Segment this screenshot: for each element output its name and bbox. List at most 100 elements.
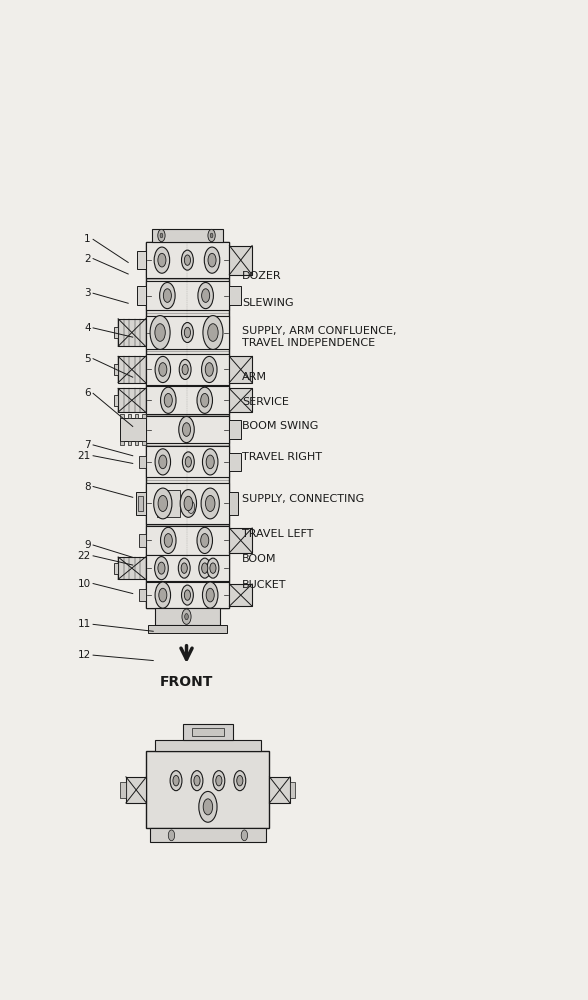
Circle shape <box>182 250 193 270</box>
Bar <box>229 420 240 439</box>
Bar <box>139 589 145 601</box>
Text: 7: 7 <box>84 440 91 450</box>
Bar <box>229 356 252 383</box>
Text: 10: 10 <box>78 579 91 589</box>
Circle shape <box>155 557 168 580</box>
Circle shape <box>210 563 216 573</box>
Bar <box>138 496 143 511</box>
Text: BOOM SWING: BOOM SWING <box>242 421 319 431</box>
Bar <box>145 446 229 477</box>
Circle shape <box>173 775 179 786</box>
Bar <box>155 608 220 625</box>
Text: SUPPLY, ARM CONFLUENCE,
TRAVEL INDEPENDENCE: SUPPLY, ARM CONFLUENCE, TRAVEL INDEPENDE… <box>242 326 397 348</box>
Bar <box>229 286 240 305</box>
Text: TRAVEL RIGHT: TRAVEL RIGHT <box>242 452 322 462</box>
Bar <box>113 395 118 406</box>
Circle shape <box>178 558 190 578</box>
Bar <box>135 441 138 445</box>
Circle shape <box>155 356 171 383</box>
Circle shape <box>206 588 214 602</box>
Bar <box>229 246 252 275</box>
Circle shape <box>182 423 191 436</box>
Circle shape <box>161 387 176 413</box>
Bar <box>121 418 145 441</box>
Bar <box>135 414 138 418</box>
Circle shape <box>182 452 194 472</box>
Bar <box>152 229 222 242</box>
Bar <box>145 386 229 414</box>
Text: 3: 3 <box>84 288 91 298</box>
Bar <box>121 782 126 798</box>
Circle shape <box>153 488 172 519</box>
Circle shape <box>194 775 200 786</box>
Circle shape <box>180 490 196 517</box>
Circle shape <box>164 534 172 547</box>
Circle shape <box>182 609 191 624</box>
Text: TRAVEL LEFT: TRAVEL LEFT <box>242 529 313 539</box>
Circle shape <box>234 771 246 791</box>
Bar <box>139 456 145 468</box>
Bar <box>290 782 295 798</box>
Bar <box>137 251 145 269</box>
Circle shape <box>201 534 209 547</box>
Circle shape <box>181 563 188 573</box>
Circle shape <box>182 323 193 343</box>
Circle shape <box>168 830 175 841</box>
Bar <box>118 356 145 383</box>
Circle shape <box>211 233 213 238</box>
Bar <box>113 563 118 574</box>
Text: 11: 11 <box>78 619 91 629</box>
Circle shape <box>161 527 176 554</box>
Text: SLEWING: SLEWING <box>242 298 294 308</box>
Bar <box>118 319 145 346</box>
Circle shape <box>205 495 215 511</box>
Text: FRONT: FRONT <box>160 675 213 689</box>
Text: BUCKET: BUCKET <box>242 580 286 590</box>
Circle shape <box>185 590 191 600</box>
Circle shape <box>202 356 217 383</box>
Circle shape <box>188 501 195 513</box>
Text: 2: 2 <box>84 254 91 264</box>
Circle shape <box>158 253 166 267</box>
Circle shape <box>198 282 213 309</box>
Bar <box>229 528 252 553</box>
Bar <box>142 414 146 418</box>
Text: DOZER: DOZER <box>242 271 282 281</box>
Text: SUPPLY, CONNECTING: SUPPLY, CONNECTING <box>242 494 365 504</box>
Circle shape <box>201 393 209 407</box>
Bar <box>121 441 124 445</box>
Text: 22: 22 <box>78 551 91 561</box>
Text: 21: 21 <box>78 451 91 461</box>
Circle shape <box>203 799 213 815</box>
Bar <box>128 414 131 418</box>
Circle shape <box>155 582 171 608</box>
Circle shape <box>185 255 191 265</box>
Circle shape <box>204 247 220 273</box>
Circle shape <box>182 585 193 605</box>
Bar <box>126 777 146 803</box>
Bar <box>150 828 266 842</box>
Circle shape <box>207 558 219 578</box>
Circle shape <box>179 416 194 443</box>
Bar <box>148 625 227 633</box>
Bar <box>136 492 145 515</box>
Circle shape <box>184 496 193 511</box>
Circle shape <box>185 614 188 620</box>
Text: 9: 9 <box>84 540 91 550</box>
Bar <box>229 584 252 606</box>
Text: ARM: ARM <box>242 372 267 382</box>
Bar <box>145 526 229 555</box>
Bar <box>118 557 145 579</box>
Circle shape <box>216 775 222 786</box>
Circle shape <box>213 771 225 791</box>
Bar <box>269 777 290 803</box>
Bar <box>145 316 229 349</box>
Bar <box>145 555 229 581</box>
Circle shape <box>197 527 212 554</box>
Bar <box>145 281 229 310</box>
Circle shape <box>202 563 208 573</box>
Bar <box>145 483 229 524</box>
Circle shape <box>185 327 191 338</box>
Circle shape <box>155 449 171 475</box>
Circle shape <box>159 455 167 469</box>
